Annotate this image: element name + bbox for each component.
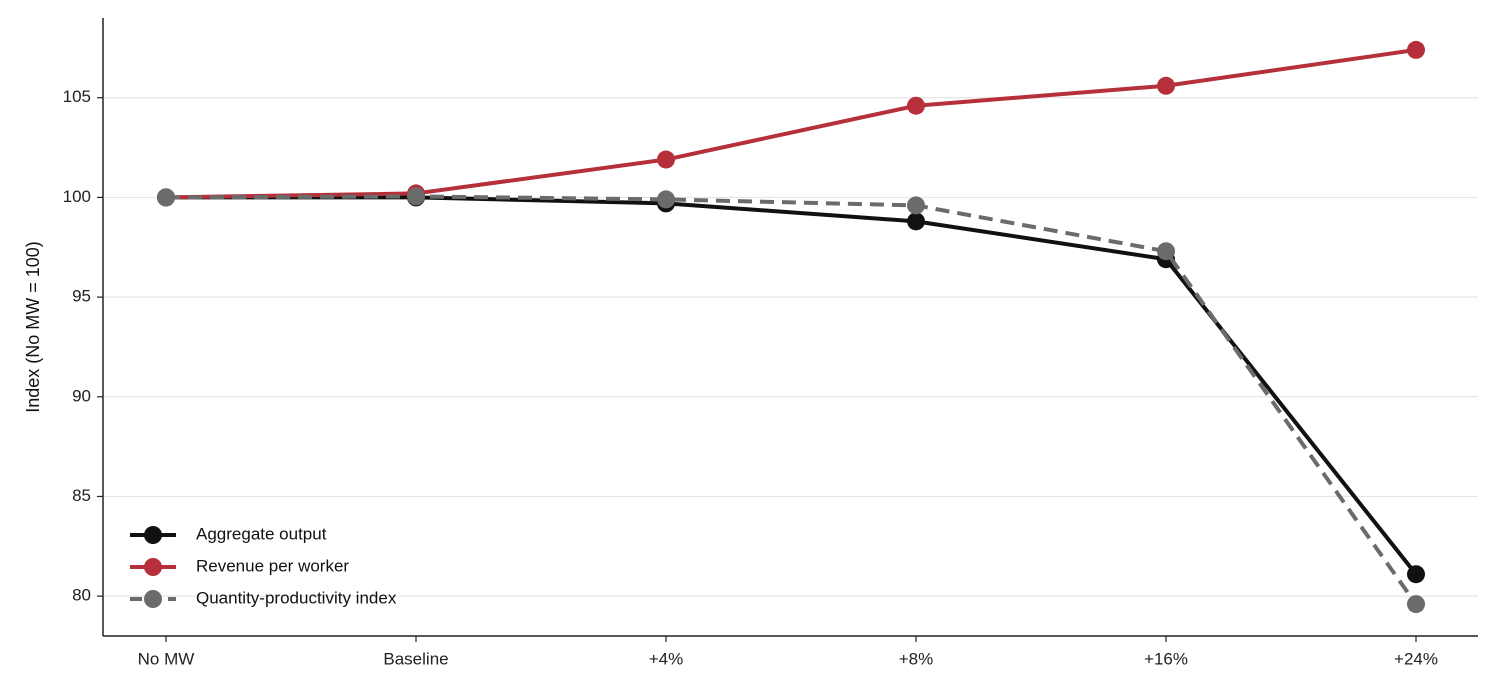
legend-label-2: Quantity-productivity index xyxy=(196,588,397,607)
legend: Aggregate output Revenue per worker Quanti… xyxy=(130,524,397,608)
y-tick-label-1: 85 xyxy=(72,486,91,505)
y-tick-label-0: 80 xyxy=(72,586,91,605)
x-tick-label-0: No MW xyxy=(138,649,195,668)
point-2-0 xyxy=(157,188,175,207)
point-2-3 xyxy=(907,196,925,215)
legend-label-1: Revenue per worker xyxy=(196,556,349,575)
legend-marker-1 xyxy=(144,558,162,576)
y-tick-label-3: 95 xyxy=(72,287,91,306)
y-axis-title: Index (No MW = 100) xyxy=(23,241,43,413)
point-1-2 xyxy=(657,150,675,169)
series-0 xyxy=(157,188,1425,584)
point-0-3 xyxy=(907,212,925,231)
series xyxy=(157,40,1425,614)
point-1-3 xyxy=(907,96,925,115)
point-0-5 xyxy=(1407,565,1425,584)
x-tick-label-2: +4% xyxy=(649,649,684,668)
x-tick-label-5: +24% xyxy=(1394,649,1438,668)
gridlines xyxy=(103,97,1478,597)
axes xyxy=(102,18,1478,637)
x-tick-label-1: Baseline xyxy=(383,649,448,668)
legend-marker-0 xyxy=(144,526,162,544)
series-1 xyxy=(157,40,1425,207)
y-tick-label-2: 90 xyxy=(72,386,91,405)
series-line-1 xyxy=(165,47,1417,200)
point-1-4 xyxy=(1157,76,1175,95)
point-1-5 xyxy=(1407,40,1425,59)
x-ticks: No MW Baseline +4% +8% +16% +24% xyxy=(138,636,1438,668)
point-2-2 xyxy=(657,190,675,209)
x-tick-label-3: +8% xyxy=(899,649,934,668)
point-2-5 xyxy=(1407,595,1425,614)
y-tick-label-4: 100 xyxy=(63,187,91,206)
y-tick-label-5: 105 xyxy=(63,87,91,106)
series-2 xyxy=(157,187,1425,614)
series-line-0 xyxy=(166,195,1418,576)
legend-marker-2 xyxy=(144,590,162,608)
series-line-2 xyxy=(165,194,1418,606)
y-ticks: 80 85 90 95 100 105 xyxy=(63,87,103,605)
x-tick-label-4: +16% xyxy=(1144,649,1188,668)
point-2-1 xyxy=(407,187,425,206)
legend-label-0: Aggregate output xyxy=(196,524,327,543)
point-2-4 xyxy=(1157,242,1175,261)
